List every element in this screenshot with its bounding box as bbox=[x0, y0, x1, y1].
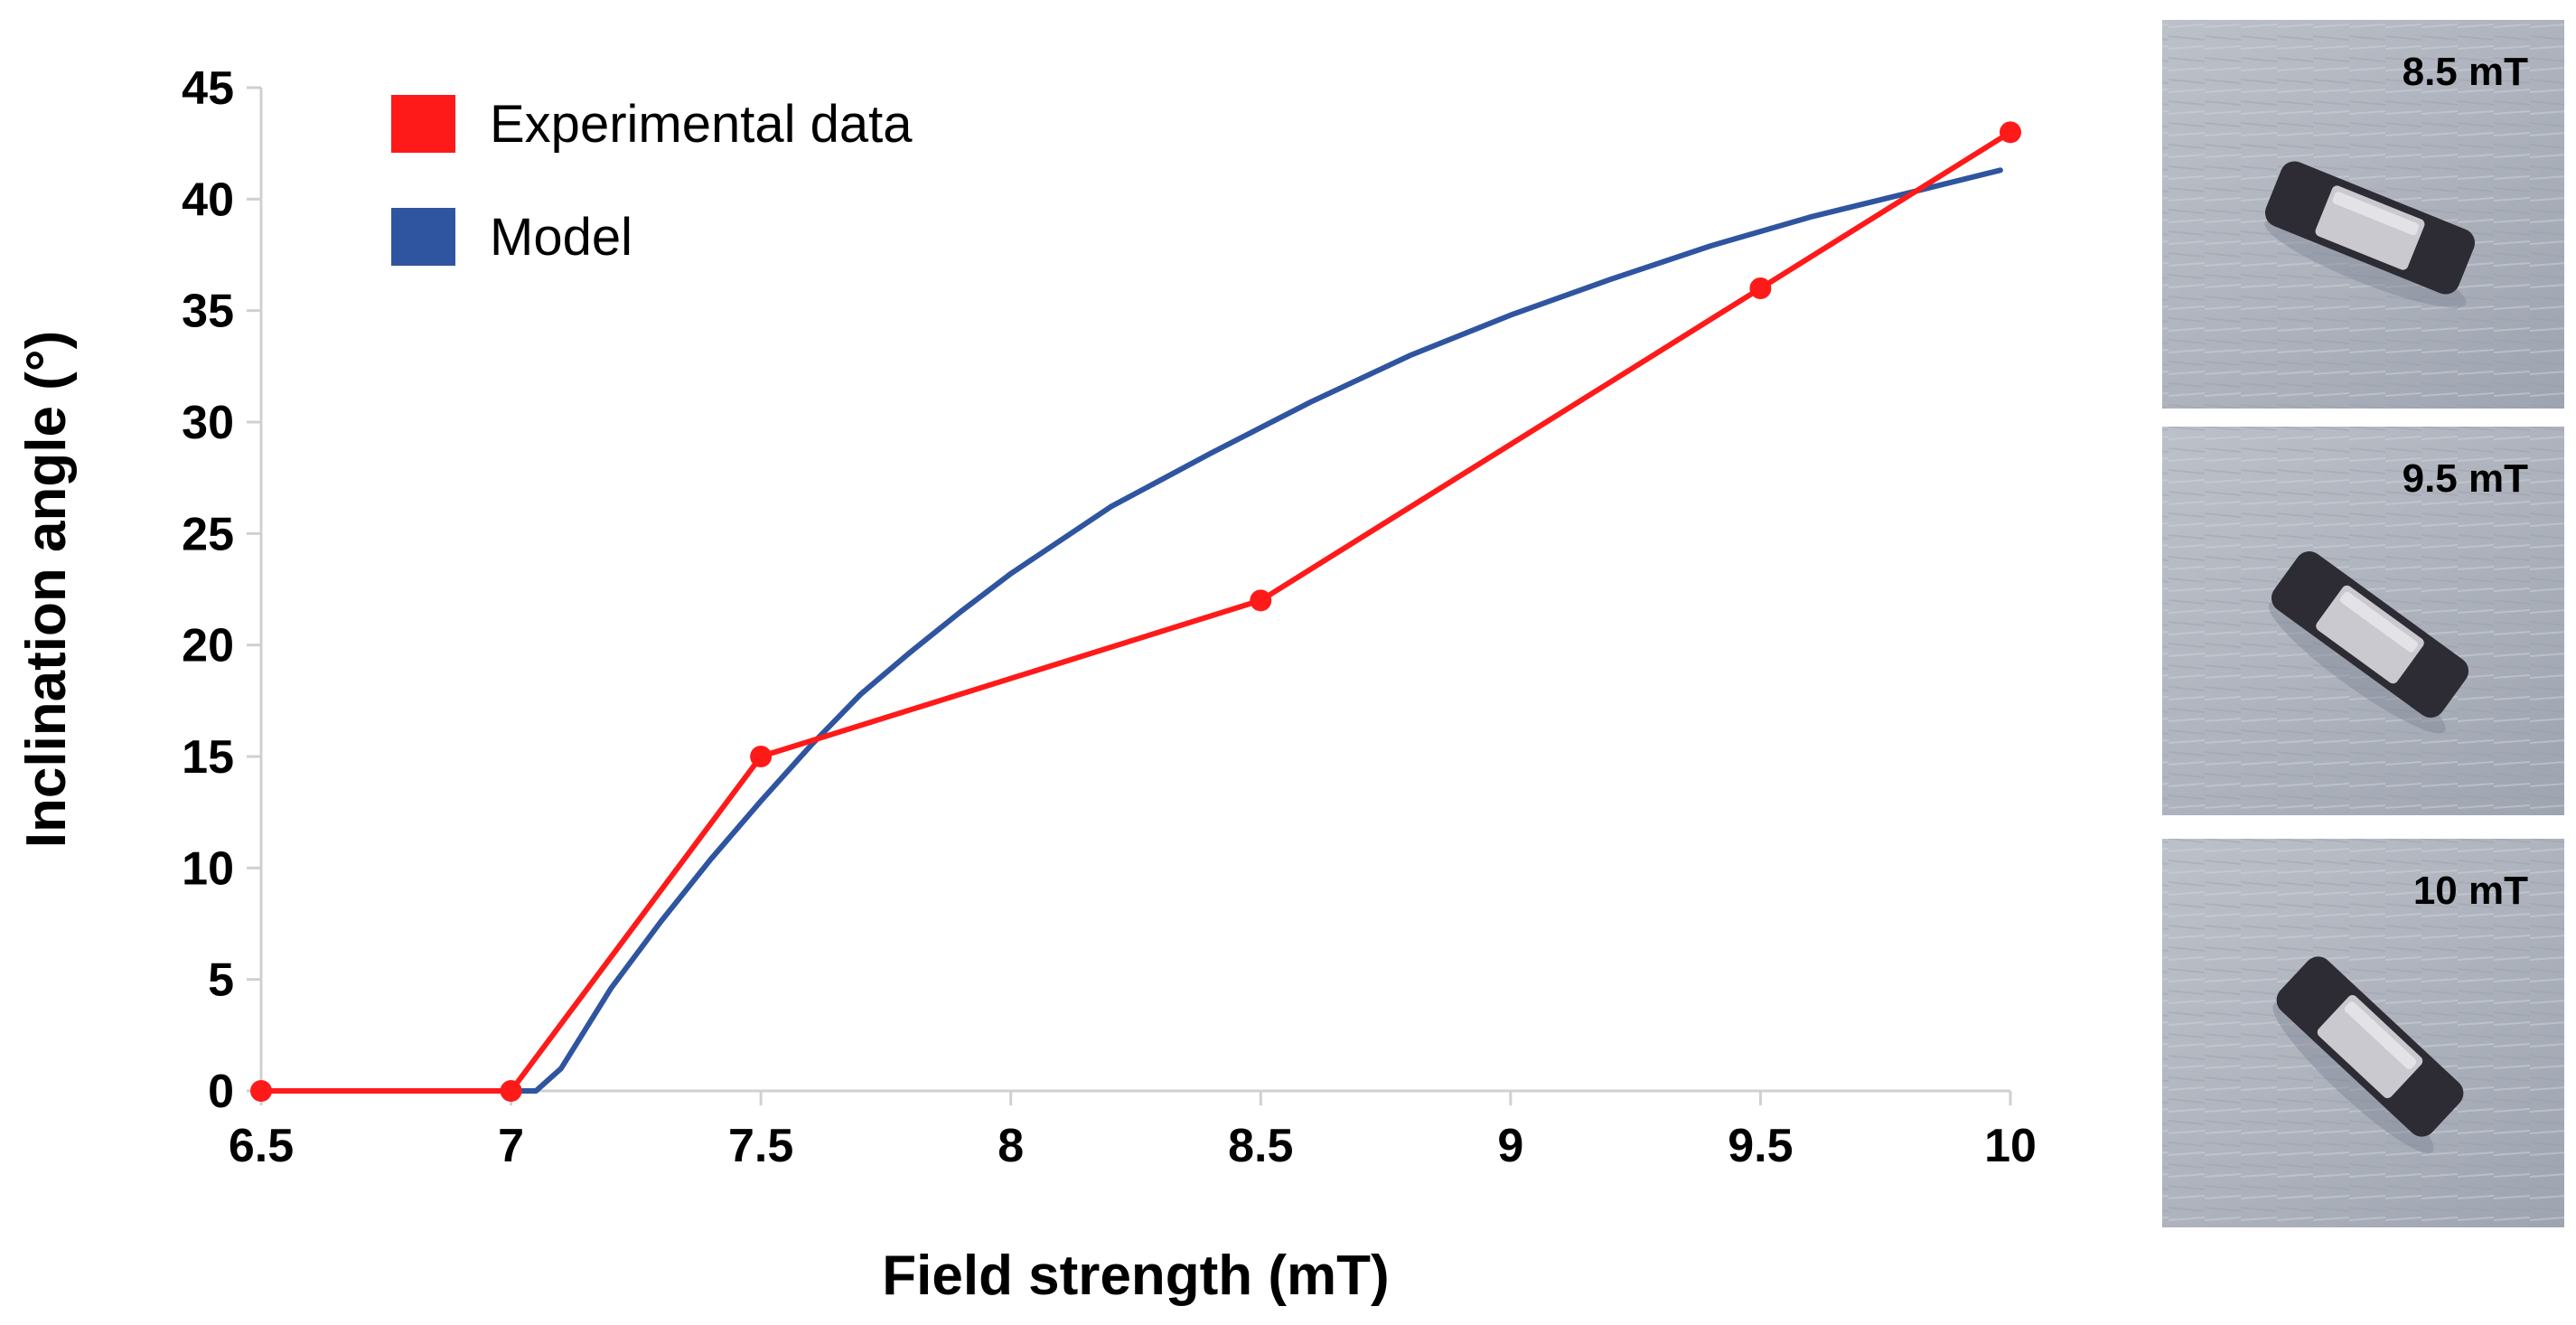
y-tick-label: 25 bbox=[182, 508, 234, 560]
micro-device bbox=[2268, 551, 2469, 734]
y-tick-label: 5 bbox=[208, 954, 234, 1007]
device-center bbox=[2316, 585, 2424, 684]
legend: Experimental data Model bbox=[391, 95, 913, 267]
x-tick-label: 8 bbox=[998, 1120, 1024, 1172]
y-tick-label: 10 bbox=[182, 842, 234, 895]
y-tick-label: 45 bbox=[182, 62, 234, 115]
photo-label: 8.5 mT bbox=[2403, 50, 2529, 94]
y-tick-label: 40 bbox=[182, 174, 234, 226]
legend-swatch-experimental bbox=[391, 95, 455, 153]
y-tick-label: 0 bbox=[208, 1066, 234, 1118]
x-tick-label: 6.5 bbox=[229, 1120, 294, 1172]
micro-device bbox=[2272, 956, 2464, 1154]
x-ticks: 6.5 7 7.5 8 8.5 9 9.5 10 bbox=[229, 1091, 2037, 1172]
x-tick-label: 7.5 bbox=[728, 1120, 793, 1172]
y-tick-label: 35 bbox=[182, 286, 234, 338]
series-line-experimental bbox=[258, 129, 2013, 1094]
legend-label-model: Model bbox=[490, 208, 632, 267]
x-tick-label: 10 bbox=[1984, 1120, 2037, 1172]
photo-panel: 8.5 mT bbox=[2162, 20, 2564, 409]
x-tick-label: 7 bbox=[498, 1120, 524, 1172]
photo-label: 10 mT bbox=[2413, 869, 2528, 913]
legend-label-experimental: Experimental data bbox=[490, 95, 913, 154]
y-axis-title: Inclination angle (°) bbox=[15, 331, 78, 848]
data-point-experimental bbox=[250, 1080, 272, 1102]
legend-swatch-model bbox=[391, 208, 455, 266]
photo-panel: 10 mT bbox=[2162, 839, 2564, 1227]
photo-panel: 9.5 mT bbox=[2162, 427, 2564, 815]
photo-panels: 8.5 mT 9.5 mT 10 mT bbox=[2162, 20, 2564, 1227]
micro-device bbox=[2264, 161, 2476, 308]
device-center bbox=[2317, 995, 2423, 1098]
series-line-model bbox=[508, 167, 2003, 1094]
data-point-experimental bbox=[2000, 121, 2021, 144]
y-tick-label: 15 bbox=[182, 731, 234, 784]
x-tick-label: 9.5 bbox=[1728, 1120, 1793, 1172]
series-layer bbox=[250, 121, 2021, 1102]
device-highlight bbox=[2332, 192, 2420, 236]
device-highlight bbox=[2340, 591, 2418, 653]
x-tick-label: 9 bbox=[1497, 1120, 1523, 1172]
data-point-experimental bbox=[1749, 277, 1772, 299]
data-point-experimental bbox=[500, 1080, 522, 1102]
x-tick-label: 8.5 bbox=[1228, 1120, 1293, 1172]
y-tick-label: 30 bbox=[182, 397, 234, 449]
y-tick-label: 20 bbox=[182, 620, 234, 672]
data-point-experimental bbox=[750, 746, 773, 767]
x-axis-title: Field strength (mT) bbox=[882, 1245, 1389, 1307]
photo-label: 9.5 mT bbox=[2403, 456, 2529, 501]
y-ticks: 0 5 10 15 20 25 30 35 40 45 bbox=[182, 62, 261, 1118]
device-highlight bbox=[2344, 1001, 2417, 1070]
data-point-experimental bbox=[1250, 589, 1272, 612]
